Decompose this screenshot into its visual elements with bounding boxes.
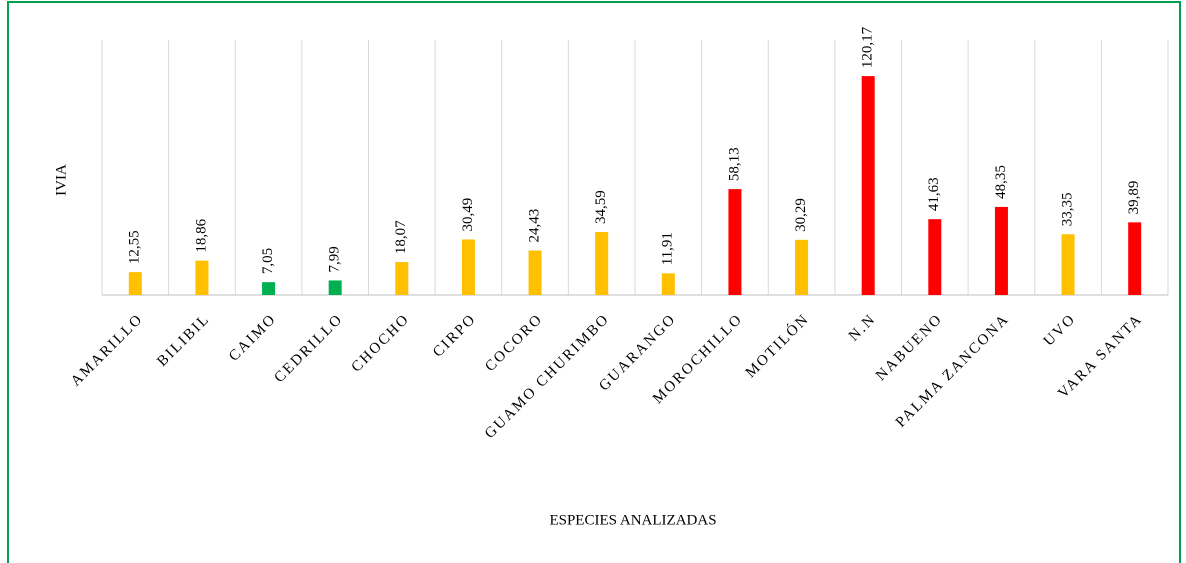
bar [661,273,675,295]
frame [7,1,1181,563]
bar [1128,222,1142,295]
x-tick-label: UVO [1041,311,1080,350]
x-tick-label: CAIMO [226,311,280,365]
value-label: 30,49 [460,198,476,232]
value-label: 58,13 [726,147,742,181]
bar [461,239,475,295]
value-label: 41,63 [926,177,942,211]
x-tick-label: CEDRILLO [271,311,346,386]
bar [395,262,409,295]
value-label: 11,91 [660,232,676,265]
x-tick-label: CHOCHO [348,311,413,376]
x-tick-label: CIRPO [430,311,480,361]
value-label: 39,89 [1126,181,1142,215]
value-label: 120,17 [860,26,876,68]
value-label: 33,35 [1060,193,1076,227]
x-tick-label: PALMA ZANCONA [893,311,1013,431]
x-tick-label: GUAMO CHURIMBO [482,311,613,442]
bar [128,272,142,295]
value-label: 48,35 [993,165,1009,199]
x-tick-label: AMARILLO [68,311,147,390]
bar [1061,234,1075,295]
x-tick-label: NABUENO [873,311,946,384]
value-label: 24,43 [527,209,543,243]
value-label: 34,59 [593,190,609,224]
value-label: 12,55 [127,230,143,264]
value-label: 7,99 [327,246,343,272]
value-label: 30,29 [793,198,809,232]
bar [795,239,809,295]
bar [528,250,542,295]
value-label: 18,86 [193,218,209,252]
value-label: 7,05 [260,248,276,274]
x-axis-title: ESPECIES ANALIZADAS [549,512,716,528]
value-label: 18,07 [393,220,409,254]
bar [994,206,1008,295]
bar [195,260,209,295]
y-axis-title: IVIA [53,164,69,196]
bar [861,76,875,295]
x-tick-label: BILIBIL [154,311,213,370]
bar [262,282,276,295]
bar [728,189,742,295]
bar [928,219,942,295]
bar [595,231,609,295]
x-tick-label: MOTILÓN [742,310,813,381]
bar [328,280,342,295]
x-tick-label: N.N [846,311,880,345]
x-tick-label: COCORO [482,311,546,375]
